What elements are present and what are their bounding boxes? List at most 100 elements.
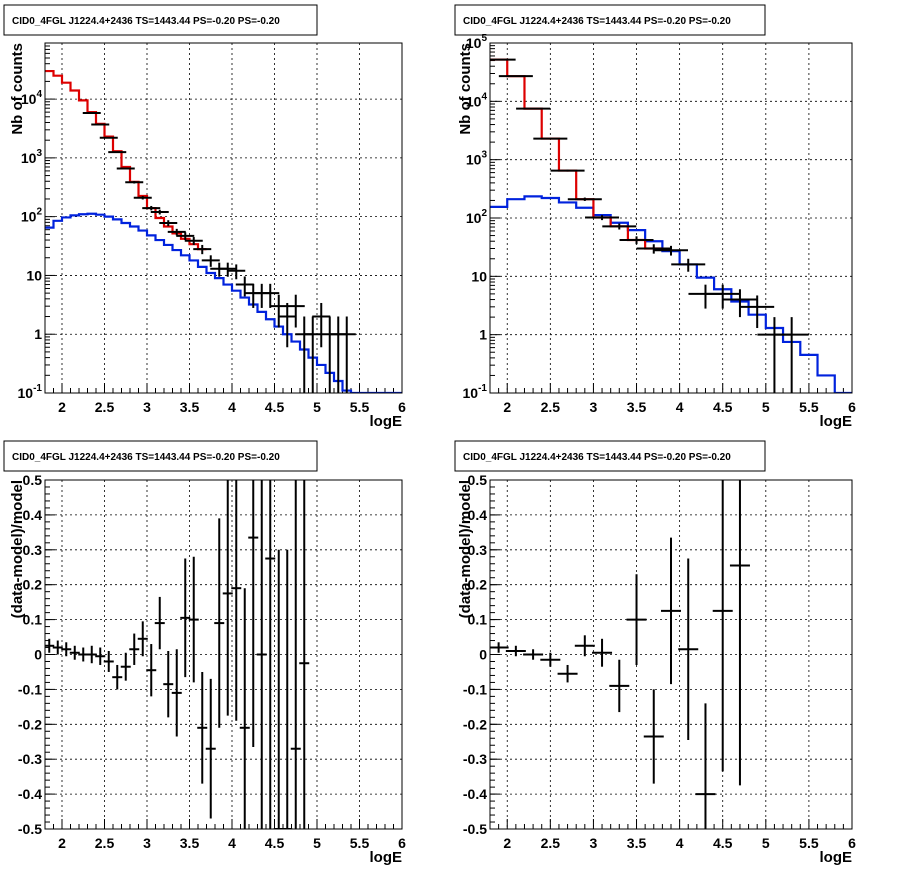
data-point bbox=[585, 215, 620, 221]
data-point bbox=[609, 659, 630, 713]
data-point bbox=[303, 316, 322, 393]
panel-residual-left: CID0_4FGL J1224.4+2436 TS=1443.44 PS=-0.… bbox=[3, 440, 406, 866]
chart-title: CID0_4FGL J1224.4+2436 TS=1443.44 PS=-0.… bbox=[463, 16, 731, 27]
data-point bbox=[286, 294, 305, 328]
data-point bbox=[312, 302, 331, 348]
tick-label: 10 bbox=[26, 267, 42, 283]
tick-label: 5.5 bbox=[799, 835, 819, 851]
tick-label: 10 bbox=[471, 268, 487, 284]
plot-series bbox=[45, 480, 310, 829]
data-point bbox=[671, 258, 706, 272]
x-axis-label: logE bbox=[820, 413, 853, 430]
tick-label: 0 bbox=[34, 647, 42, 663]
data-point bbox=[78, 647, 89, 662]
plot-area bbox=[45, 43, 402, 393]
data-point bbox=[116, 167, 135, 170]
data-point bbox=[218, 262, 237, 277]
tick-label: 6 bbox=[398, 399, 406, 415]
data-point bbox=[265, 480, 276, 829]
x-axis-label: logE bbox=[820, 849, 853, 866]
tick-label: 3.5 bbox=[627, 835, 647, 851]
tick-label: 2 bbox=[503, 399, 511, 415]
plot-series bbox=[45, 69, 402, 393]
tick-label: -0.2 bbox=[463, 716, 487, 732]
tick-label: 1 bbox=[34, 326, 42, 342]
data-point bbox=[695, 703, 716, 829]
data-point bbox=[112, 664, 123, 690]
tick-label: -0.4 bbox=[18, 786, 42, 802]
tick-label: 10-1 bbox=[18, 383, 43, 401]
tick-label: 2 bbox=[58, 835, 66, 851]
data-point bbox=[69, 645, 80, 660]
tick-label: 2 bbox=[503, 835, 511, 851]
data-point bbox=[516, 107, 551, 110]
data-point bbox=[108, 151, 127, 154]
chart-title: CID0_4FGL J1224.4+2436 TS=1443.44 PS=-0.… bbox=[12, 452, 280, 463]
data-point bbox=[678, 558, 699, 741]
data-point bbox=[574, 635, 595, 657]
data-point bbox=[129, 633, 140, 665]
tick-label: -0.4 bbox=[463, 786, 487, 802]
data-point bbox=[176, 232, 195, 241]
data-point bbox=[774, 317, 809, 393]
chart-title: CID0_4FGL J1224.4+2436 TS=1443.44 PS=-0.… bbox=[463, 452, 731, 463]
tick-label: 6 bbox=[848, 835, 856, 851]
tick-label: -0.3 bbox=[18, 751, 42, 767]
data-point bbox=[103, 651, 114, 672]
data-point bbox=[45, 638, 55, 653]
data-point bbox=[171, 649, 182, 737]
tick-label: 3 bbox=[143, 835, 151, 851]
y-axis-label: (data-model)/model bbox=[9, 480, 26, 618]
tick-label: 102 bbox=[466, 208, 488, 226]
plot-frame bbox=[489, 42, 853, 394]
data-point bbox=[705, 284, 740, 309]
data-point bbox=[154, 596, 165, 650]
data-point bbox=[95, 647, 106, 665]
data-point bbox=[197, 671, 208, 784]
data-point bbox=[712, 480, 733, 772]
x-axis-label: logE bbox=[370, 849, 403, 866]
tick-label: 102 bbox=[21, 207, 43, 225]
tick-label: 0.5 bbox=[23, 472, 43, 488]
data-point bbox=[86, 645, 97, 664]
tick-label: 5 bbox=[762, 399, 770, 415]
data-point bbox=[523, 649, 544, 660]
tick-label: 0 bbox=[479, 647, 487, 663]
data-point bbox=[205, 678, 216, 819]
plot-series bbox=[490, 480, 750, 829]
data-point bbox=[146, 644, 157, 697]
data-point bbox=[180, 558, 191, 678]
data-point bbox=[227, 264, 246, 280]
data-point bbox=[290, 480, 301, 829]
panel-counts-right: CID0_4FGL J1224.4+2436 TS=1443.44 PS=-0.… bbox=[454, 4, 856, 430]
tick-label: 104 bbox=[466, 91, 488, 109]
tick-label: 0.2 bbox=[23, 577, 43, 593]
tick-label: 3 bbox=[590, 399, 598, 415]
data-point bbox=[193, 244, 212, 255]
tick-label: 3 bbox=[590, 835, 598, 851]
data-point bbox=[550, 169, 585, 172]
data-point bbox=[99, 136, 118, 139]
data-point bbox=[142, 205, 161, 211]
series-step-line bbox=[490, 58, 663, 250]
grid bbox=[45, 480, 402, 829]
tick-label: 1 bbox=[479, 327, 487, 343]
panel-counts-left: CID0_4FGL J1224.4+2436 TS=1443.44 PS=-0.… bbox=[3, 4, 406, 430]
tick-label: 104 bbox=[21, 89, 43, 107]
data-point bbox=[125, 181, 144, 184]
data-point bbox=[133, 196, 152, 200]
data-point bbox=[636, 244, 671, 254]
data-point bbox=[248, 480, 259, 747]
data-point bbox=[740, 295, 775, 329]
data-point bbox=[91, 123, 110, 126]
y-axis-label: Nb of counts bbox=[9, 43, 26, 135]
tick-label: -0.1 bbox=[463, 681, 487, 697]
tick-label: -0.3 bbox=[463, 751, 487, 767]
axes bbox=[44, 45, 403, 394]
chart-title: CID0_4FGL J1224.4+2436 TS=1443.44 PS=-0.… bbox=[12, 16, 280, 27]
tick-label: 105 bbox=[466, 33, 488, 51]
tick-label: 5 bbox=[762, 835, 770, 851]
tick-label: 2.5 bbox=[541, 835, 561, 851]
data-point bbox=[505, 645, 526, 657]
